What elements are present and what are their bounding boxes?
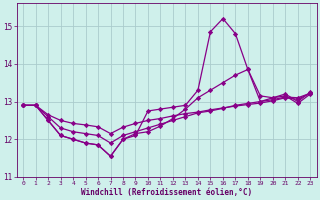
X-axis label: Windchill (Refroidissement éolien,°C): Windchill (Refroidissement éolien,°C) [81,188,252,197]
